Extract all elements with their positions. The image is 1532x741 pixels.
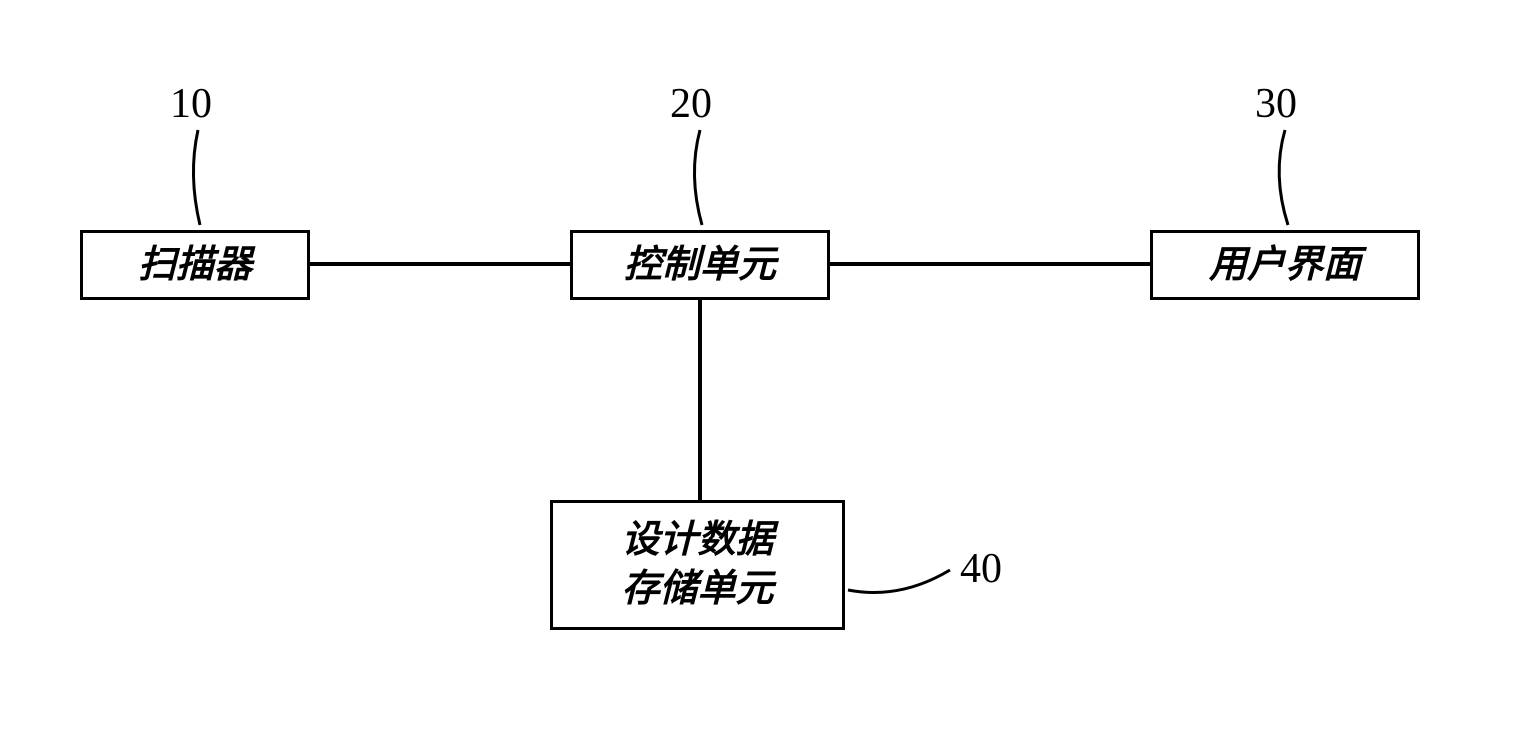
block-diagram: 扫描器 控制单元 用户界面 设计数据 存储单元 10 20 30 40 [0,0,1532,741]
leader-40 [0,0,1532,741]
